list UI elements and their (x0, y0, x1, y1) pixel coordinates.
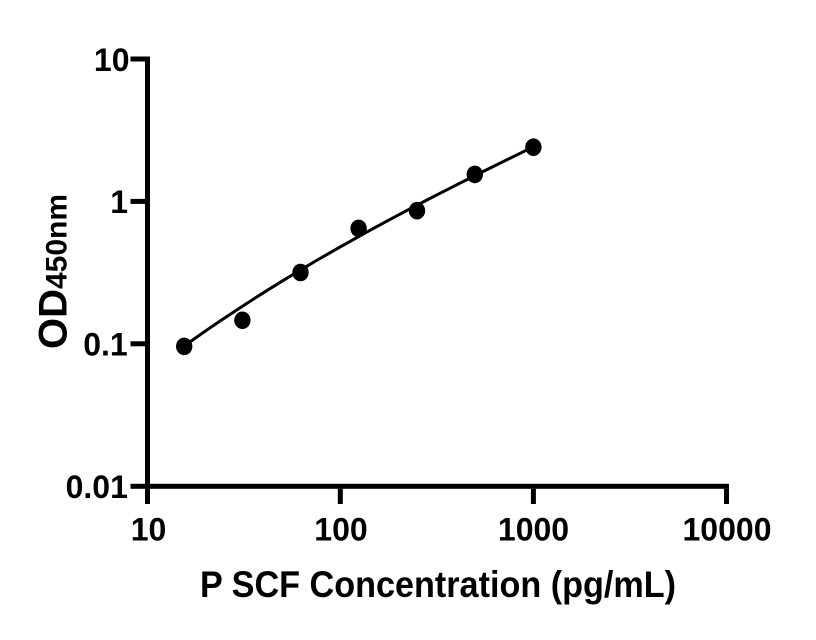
svg-text:0.01: 0.01 (66, 469, 128, 505)
svg-text:1000: 1000 (498, 512, 569, 548)
svg-text:P SCF Concentration (pg/mL): P SCF Concentration (pg/mL) (200, 564, 676, 605)
svg-text:10: 10 (94, 42, 130, 78)
svg-text:1: 1 (110, 184, 128, 220)
svg-text:OD450nm: OD450nm (32, 194, 76, 349)
svg-text:0.1: 0.1 (83, 327, 127, 363)
svg-text:100: 100 (314, 512, 367, 548)
svg-text:10: 10 (131, 512, 167, 548)
svg-text:10000: 10000 (683, 512, 772, 548)
